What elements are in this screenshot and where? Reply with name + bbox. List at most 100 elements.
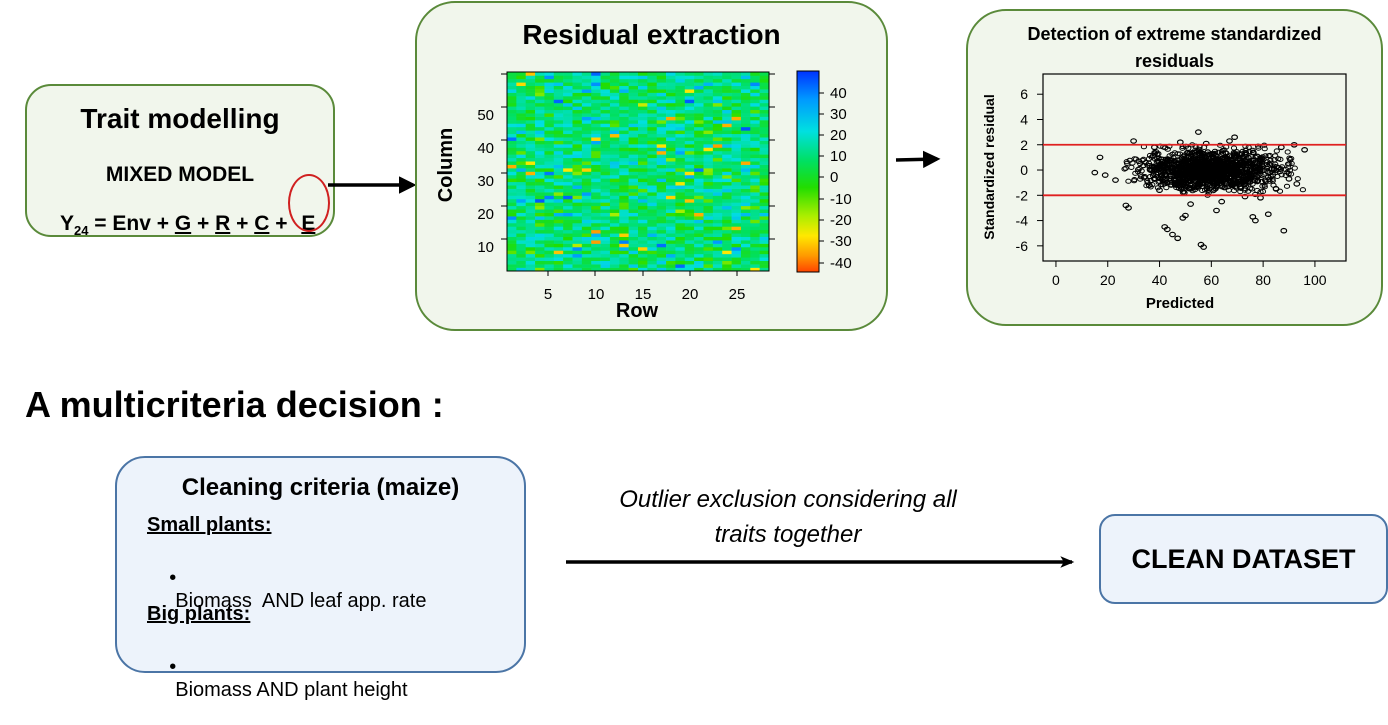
heatmap-cell: [544, 140, 555, 145]
scatter-point: [1261, 146, 1268, 152]
heatmap-cell: [591, 226, 601, 231]
heatmap-cell: [666, 168, 676, 172]
heatmap-cell: [525, 106, 536, 111]
heatmap-cell: [675, 144, 686, 148]
heatmap-cell: [628, 123, 639, 128]
heatmap-cell: [684, 246, 695, 251]
heatmap-cell: [759, 202, 770, 207]
heatmap-cell: [591, 240, 601, 244]
heatmap-cell: [609, 72, 620, 76]
heatmap-cell: [647, 157, 658, 162]
heatmap-xlabel: Row: [616, 300, 659, 322]
detection-title-line2: residuals: [1134, 51, 1215, 71]
heatmap-cell: [656, 99, 667, 104]
scatter-point: [1261, 184, 1268, 190]
heatmap-cell: [525, 99, 536, 104]
heatmap-cell: [609, 171, 620, 176]
heatmap-cell: [759, 78, 770, 83]
heatmap-cell: [609, 106, 620, 111]
heatmap-cell: [684, 82, 695, 87]
heatmap-cell: [722, 130, 732, 135]
heatmap-cell: [638, 157, 648, 162]
heatmap-cell: [750, 219, 760, 224]
heatmap-cell: [666, 123, 676, 128]
heatmap-cell: [535, 212, 545, 217]
heatmap-cell: [694, 78, 704, 83]
heatmap-cell: [750, 250, 760, 255]
heatmap-cell: [628, 99, 639, 104]
scatter-point-outlier: [1218, 198, 1226, 205]
scatter-point-outlier: [1202, 140, 1210, 147]
heatmap-cell: [525, 171, 536, 176]
heatmap-cell: [731, 188, 742, 193]
heatmap-cell: [731, 126, 742, 131]
heatmap-cell: [750, 181, 760, 186]
heatmap-cell: [591, 168, 601, 172]
heatmap-cell: [740, 154, 751, 159]
heatmap-cell: [563, 133, 573, 138]
heatmap-cell: [666, 109, 676, 114]
heatmap-cell: [647, 236, 658, 241]
heatmap-cell: [628, 140, 639, 145]
heatmap-cell: [694, 102, 704, 107]
heatmap-cell: [703, 222, 714, 227]
heatmap-cell: [759, 164, 770, 169]
heatmap-cell: [572, 205, 583, 210]
big-plants-item: • Biomass AND plant height: [147, 633, 407, 725]
heatmap-cell: [740, 195, 751, 200]
heatmap-cell: [647, 130, 658, 135]
heatmap-cell: [684, 174, 695, 179]
heatmap-cell: [638, 123, 648, 128]
scatter-point: [1284, 169, 1291, 175]
heatmap-cell: [507, 222, 517, 227]
heatmap-cell: [591, 219, 601, 224]
heatmap-cell: [591, 123, 601, 128]
scatter-point-outlier: [1156, 187, 1163, 194]
heatmap-cell: [722, 144, 732, 148]
heatmap-cell: [750, 205, 760, 210]
heatmap-cell: [759, 147, 770, 152]
heatmap-cell: [647, 85, 658, 90]
heatmap-cell: [703, 178, 714, 183]
heatmap-cell: [563, 226, 573, 231]
heatmap-cell: [694, 161, 704, 165]
heatmap-cell: [591, 260, 601, 265]
heatmap-cell: [656, 161, 667, 165]
scatter-point: [1189, 164, 1196, 170]
heatmap-cell: [609, 102, 620, 107]
heatmap-cell: [600, 154, 611, 159]
heatmap-cell: [684, 250, 695, 255]
heatmap-cell: [638, 137, 648, 141]
heatmap-cell: [628, 171, 639, 176]
bullet: •: [169, 567, 177, 589]
heatmap-cell: [638, 219, 648, 224]
heatmap-cell: [694, 174, 704, 179]
heatmap-cell: [591, 253, 601, 258]
heatmap-cell: [553, 178, 564, 183]
heatmap-cell: [619, 236, 629, 241]
heatmap-cell: [600, 126, 611, 131]
heatmap-cell: [544, 147, 555, 152]
heatmap-cell: [591, 147, 601, 152]
heatmap-cell: [703, 140, 714, 145]
heatmap-cell: [581, 253, 592, 258]
heatmap-cell: [619, 92, 629, 97]
heatmap-cell: [609, 236, 620, 241]
heatmap-ytick: 50: [477, 107, 494, 124]
heatmap-cell: [572, 216, 583, 220]
heatmap-cell: [553, 216, 564, 220]
scatter-point: [1222, 171, 1230, 177]
heatmap-cell: [609, 96, 620, 100]
heatmap-cell: [609, 174, 620, 179]
heatmap-cell: [600, 257, 611, 262]
heatmap-cell: [507, 99, 517, 104]
heatmap-cell: [581, 147, 592, 152]
heatmap-cell: [638, 72, 648, 76]
scatter-point-outlier: [1091, 169, 1099, 176]
heatmap-cell: [535, 92, 545, 97]
heatmap-cell: [525, 147, 536, 152]
heatmap-cell: [731, 205, 742, 210]
heatmap-cell: [675, 109, 686, 114]
heatmap-cell: [675, 205, 686, 210]
heatmap-cell: [516, 85, 527, 90]
